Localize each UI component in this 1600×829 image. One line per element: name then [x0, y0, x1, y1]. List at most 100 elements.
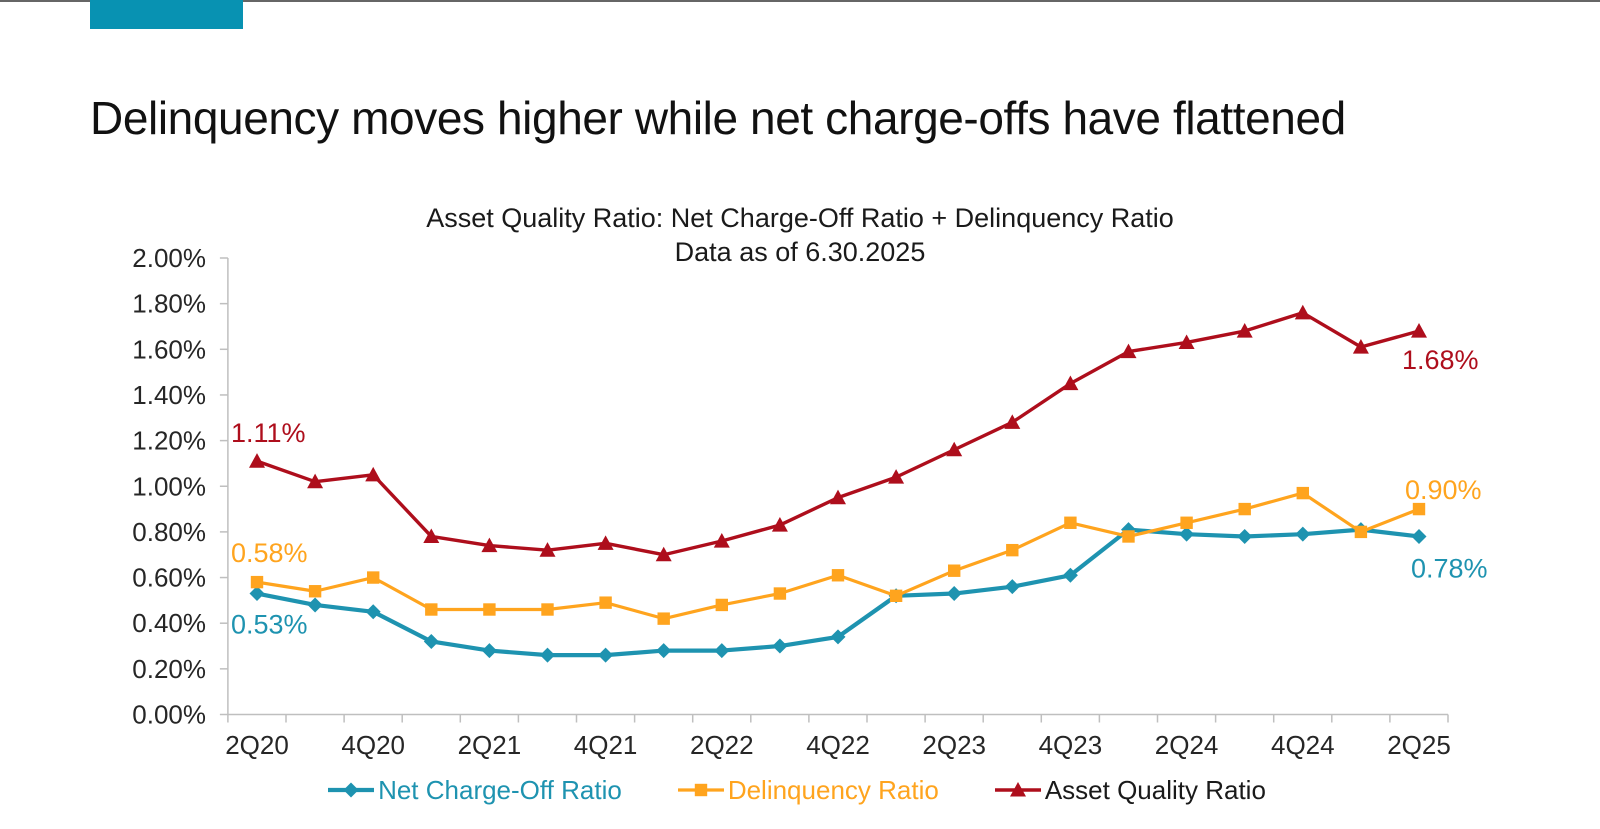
diamond-marker: [830, 629, 846, 645]
y-axis-tick-label: 0.60%: [132, 563, 206, 593]
diamond-marker: [598, 647, 614, 663]
series-markers-asset-quality-ratio: [249, 304, 1427, 562]
x-axis-tick-label: 2Q24: [1155, 730, 1219, 760]
square-marker: [1412, 502, 1426, 516]
square-marker: [1064, 516, 1077, 529]
chart-title-line2: Data as of 6.30.2025: [674, 237, 926, 267]
diamond-marker: [365, 604, 381, 620]
series-end-label-asset-quality-ratio: 1.68%: [1402, 345, 1479, 375]
triangle-marker: [655, 546, 672, 562]
net-charge-off-ratio-legend-marker-icon: [328, 782, 375, 798]
triangle-marker: [1004, 414, 1021, 429]
diamond-marker: [656, 643, 672, 659]
series-start-label-net-charge-off-ratio: 0.53%: [231, 610, 308, 640]
square-marker: [948, 564, 961, 577]
top-rule: [0, 0, 1600, 2]
square-marker: [773, 587, 787, 600]
square-marker: [1296, 486, 1309, 500]
x-axis-tick-label: 2Q22: [690, 730, 754, 760]
y-axis-tick-label: 2.00%: [132, 243, 206, 273]
legend-item-delinquency-ratio: Delinquency Ratio: [677, 775, 939, 806]
diamond-marker: [540, 647, 555, 663]
y-axis-tick-label: 0.40%: [132, 608, 206, 638]
y-axis-tick-label: 1.40%: [132, 380, 206, 410]
y-axis-tick-label: 1.60%: [132, 334, 206, 364]
legend-item-asset-quality-ratio: Asset Quality Ratio: [994, 774, 1266, 806]
triangle-marker: [249, 453, 265, 468]
y-axis-tick-label: 0.00%: [132, 700, 206, 730]
triangle-marker: [946, 441, 963, 457]
x-axis-tick-label: 2Q25: [1387, 730, 1451, 760]
x-axis-tick-label: 4Q21: [574, 730, 638, 760]
y-axis-tick-label: 1.00%: [132, 471, 206, 501]
triangle-marker: [1120, 343, 1137, 359]
triangle-marker: [1294, 304, 1311, 320]
slide-title: Delinquency moves higher while net charg…: [90, 92, 1346, 144]
y-axis-tick-label: 1.80%: [132, 289, 206, 319]
diamond-marker: [1295, 526, 1311, 542]
series-markers-net-charge-off-ratio: [249, 522, 1427, 663]
y-axis-tick-label: 0.20%: [132, 654, 206, 684]
series-markers-delinquency-ratio: [250, 486, 1426, 625]
series-net-charge-off-ratio: 0.53% 0.78%: [231, 522, 1488, 663]
legend-item-net-charge-off-ratio: Net Charge-Off Ratio: [328, 775, 622, 806]
square-marker: [657, 612, 670, 625]
diamond-marker: [249, 586, 265, 602]
triangle-marker: [713, 533, 730, 548]
triangle-marker: [771, 517, 788, 532]
y-axis-tick-label: 1.20%: [132, 426, 206, 456]
square-marker: [1238, 502, 1251, 516]
series-start-label-delinquency-ratio: 0.58%: [231, 538, 308, 568]
diamond-marker: [714, 643, 730, 659]
square-marker: [1180, 516, 1193, 529]
x-axis-tick-label: 4Q22: [806, 730, 870, 760]
triangle-marker: [539, 542, 556, 557]
delinquency-ratio-legend-marker-icon: [677, 783, 724, 797]
x-axis-tick-label: 2Q21: [458, 730, 522, 760]
diamond-marker: [1411, 528, 1427, 544]
diamond-marker: [1062, 567, 1078, 583]
triangle-marker: [597, 535, 614, 550]
square-marker: [1354, 525, 1368, 539]
square-marker: [599, 596, 612, 609]
diamond-marker: [1237, 528, 1253, 544]
legend-label-net-charge-off-ratio: Net Charge-Off Ratio: [378, 774, 622, 805]
square-marker: [367, 571, 380, 584]
triangle-marker: [1236, 323, 1253, 338]
diamond-marker: [307, 597, 323, 613]
square-marker: [715, 598, 728, 612]
x-axis-tick-label: 2Q23: [922, 730, 986, 760]
triangle-marker: [830, 489, 846, 505]
chart-title: Asset Quality Ratio: Net Charge-Off Rati…: [110, 201, 1490, 269]
brand-logo-block: [90, 0, 243, 29]
square-marker: [831, 569, 845, 582]
chart-title-line1: Asset Quality Ratio: Net Charge-Off Rati…: [426, 203, 1174, 233]
series-asset-quality-ratio: 1.11% 1.68%: [231, 304, 1479, 562]
diamond-marker: [1004, 579, 1020, 595]
x-axis-tick-label: 4Q23: [1039, 730, 1103, 760]
series-end-label-delinquency-ratio: 0.90%: [1405, 475, 1482, 505]
diamond-marker: [946, 586, 962, 602]
legend-label-asset-quality-ratio: Asset Quality Ratio: [1044, 774, 1266, 805]
triangle-marker: [1352, 339, 1369, 354]
chart-legend: Net Charge-Off Ratio Delinquency Ratio Ass…: [127, 773, 1467, 807]
square-marker: [541, 603, 554, 616]
triangle-marker: [365, 466, 382, 482]
square-marker: [889, 589, 903, 603]
triangle-marker: [888, 469, 905, 484]
series-line-asset-quality-ratio: [255, 311, 1421, 557]
diamond-marker: [772, 638, 788, 654]
triangle-marker: [1411, 323, 1427, 338]
x-axis-tick-label: 4Q20: [341, 730, 405, 760]
square-marker: [250, 575, 264, 589]
square-marker: [483, 603, 496, 616]
series-start-label-asset-quality-ratio: 1.11%: [231, 418, 306, 448]
triangle-marker: [481, 537, 498, 553]
axes: [219, 257, 1449, 723]
square-marker: [1122, 530, 1135, 543]
diamond-marker: [423, 633, 439, 649]
square-marker: [425, 603, 438, 616]
square-marker: [308, 585, 322, 598]
